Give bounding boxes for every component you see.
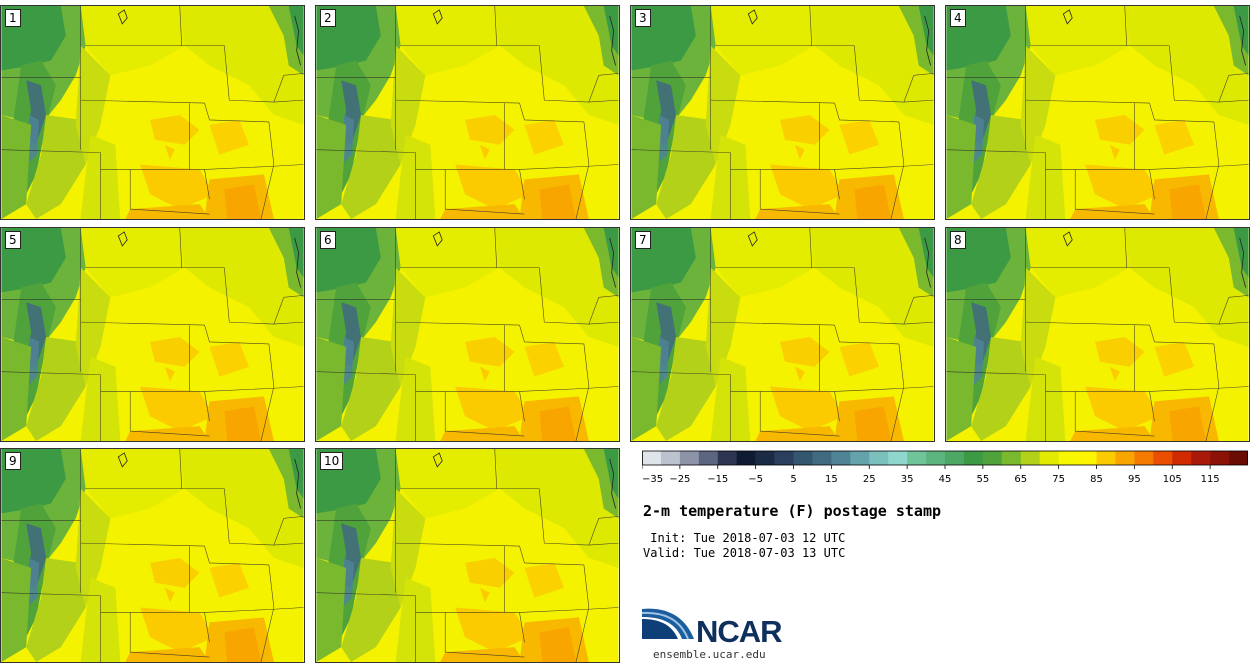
member-label: 5 — [5, 231, 21, 249]
colorbar-swatch — [1001, 451, 1022, 465]
colorbar-swatch — [755, 451, 775, 465]
member-label: 6 — [320, 231, 336, 249]
colorbar-tick-label: 25 — [863, 474, 876, 485]
chart-title: 2-m temperature (F) postage stamp — [643, 502, 942, 520]
colorbar-swatch — [679, 451, 700, 465]
colorbar-tick-label: 65 — [1014, 474, 1027, 485]
colorbar-tick-label: 15 — [825, 474, 838, 485]
colorbar-tick-label: 35 — [901, 474, 914, 485]
colorbar-swatch — [1134, 451, 1154, 465]
colorbar-tick-label: 105 — [1163, 474, 1182, 485]
colorbar-tick-label: 55 — [977, 474, 990, 485]
colorbar-swatch — [982, 451, 1003, 465]
stamp-member-8[interactable]: 8 — [945, 227, 1250, 442]
member-label: 9 — [5, 452, 21, 470]
colorbar-swatch — [1039, 451, 1059, 465]
colorbar-tick-label: 75 — [1052, 474, 1065, 485]
colorbar-tick-label: 85 — [1090, 474, 1103, 485]
colorbar-swatch — [1077, 451, 1097, 465]
colorbar-tick-label: −5 — [748, 474, 763, 485]
colorbar-swatch — [1115, 451, 1135, 465]
member-label: 4 — [950, 9, 966, 27]
temperature-colorbar: −35 −25 −15 −5 5 15 25 35 45 55 65 75 85 95 105 115 — [642, 450, 1248, 485]
stamp-member-3[interactable]: 3 — [630, 5, 935, 220]
member-label: 8 — [950, 231, 966, 249]
stamp-member-9[interactable]: 9 — [0, 448, 305, 663]
colorbar-tick-label: 5 — [790, 474, 796, 485]
colorbar-swatch — [660, 451, 681, 465]
valid-time: Valid: Tue 2018-07-03 13 UTC — [643, 546, 846, 560]
colorbar-swatch — [1153, 451, 1173, 465]
colorbar-swatch — [1172, 451, 1192, 465]
colorbar-tick-label: 45 — [939, 474, 952, 485]
colorbar-swatch — [1020, 451, 1040, 465]
colorbar-tick-label: −15 — [707, 474, 728, 485]
colorbar-swatch — [963, 451, 984, 465]
colorbar-swatch — [812, 451, 832, 465]
colorbar-swatch — [850, 451, 870, 465]
member-label: 7 — [635, 231, 651, 249]
logo-text: NCAR — [696, 614, 783, 649]
init-time: Init: Tue 2018-07-03 12 UTC — [643, 531, 846, 545]
member-label: 10 — [320, 452, 344, 470]
colorbar-swatch — [907, 451, 927, 465]
member-label: 2 — [320, 9, 336, 27]
colorbar-swatch — [831, 451, 851, 465]
colorbar-swatch — [793, 451, 813, 465]
member-label: 3 — [635, 9, 651, 27]
colorbar-swatch — [717, 451, 737, 465]
colorbar-swatch — [869, 451, 889, 465]
colorbar-swatch — [1058, 451, 1078, 465]
stamp-member-10[interactable]: 10 — [315, 448, 620, 663]
colorbar-swatch — [1229, 451, 1248, 465]
stamp-member-5[interactable]: 5 — [0, 227, 305, 442]
colorbar-swatch — [945, 451, 965, 465]
colorbar-swatch — [698, 451, 719, 465]
colorbar-swatch — [642, 451, 662, 465]
stamp-member-4[interactable]: 4 — [945, 5, 1250, 220]
ncar-logo-icon — [642, 608, 694, 640]
colorbar-tick-label: 115 — [1201, 474, 1220, 485]
stamp-member-6[interactable]: 6 — [315, 227, 620, 442]
colorbar-tick-label: −35 — [642, 474, 663, 485]
colorbar-swatch — [888, 451, 908, 465]
colorbar-swatch — [1191, 451, 1211, 465]
stamp-member-2[interactable]: 2 — [315, 5, 620, 220]
colorbar-swatch — [1210, 451, 1230, 465]
colorbar-swatch — [736, 451, 756, 465]
logo-url[interactable]: ensemble.ucar.edu — [653, 648, 766, 661]
stamp-member-7[interactable]: 7 — [630, 227, 935, 442]
colorbar-tick-label: −25 — [669, 474, 690, 485]
colorbar-swatch — [774, 451, 794, 465]
stamp-member-1[interactable]: 1 — [0, 5, 305, 220]
member-label: 1 — [5, 9, 21, 27]
colorbar-swatch — [1096, 451, 1116, 465]
colorbar-tick-label: 95 — [1128, 474, 1141, 485]
colorbar-swatch — [926, 451, 946, 465]
